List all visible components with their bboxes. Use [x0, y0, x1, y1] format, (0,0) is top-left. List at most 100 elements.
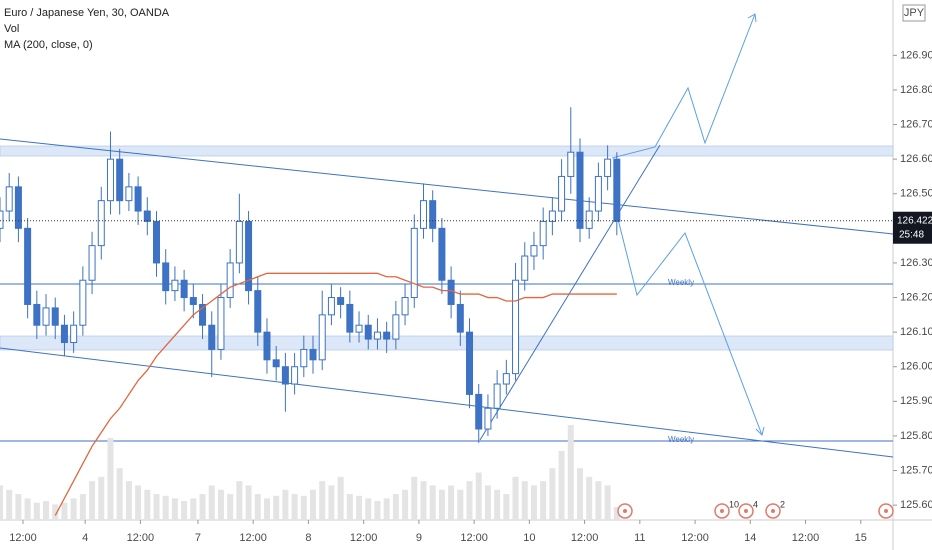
volume-bar [107, 437, 114, 520]
moving-average [54, 272, 617, 516]
indicator[interactable]: MA (200, close, 0) [4, 39, 93, 51]
y-tick-label: 126.800 [900, 84, 932, 96]
event-dot [720, 509, 724, 513]
volume-bar [337, 476, 344, 520]
volume-bar [33, 502, 40, 520]
volume-bar [411, 476, 418, 520]
candle-body [106, 158, 114, 202]
candle-body [567, 151, 575, 177]
volume-bar [144, 489, 151, 520]
y-tick-label: 126.000 [900, 361, 932, 373]
y-tick-label: 126.500 [900, 188, 932, 200]
candle-body [208, 324, 216, 350]
x-tick-label: 7 [195, 532, 201, 544]
volume-bar [604, 485, 611, 520]
x-tick-label: 12:00 [460, 532, 488, 544]
event-count: 10 [729, 499, 739, 509]
volume-bar [245, 485, 252, 520]
volume-bar [153, 494, 160, 520]
candle-body [5, 186, 13, 212]
volume-bar [448, 485, 455, 520]
candle-body [79, 279, 87, 326]
arrow-head [755, 426, 765, 436]
channel-line [0, 138, 894, 235]
volume-bar [6, 489, 13, 520]
volume-bar [236, 481, 243, 520]
candle-body [245, 220, 253, 292]
volume-bar [125, 481, 132, 520]
candle-body [337, 297, 345, 305]
arrow-head [747, 13, 757, 23]
candle-body [217, 297, 225, 350]
volume-bar [171, 498, 178, 520]
volume-bar [613, 507, 620, 520]
x-tick-label: 12:00 [127, 532, 155, 544]
x-tick-label: 8 [305, 532, 311, 544]
volume-bar [282, 489, 289, 520]
candle-body [419, 200, 427, 229]
volume-bar [89, 481, 96, 520]
y-tick-label: 126.700 [900, 118, 932, 130]
candle-body [447, 279, 455, 305]
volume-bar [0, 485, 3, 520]
volume-bar [328, 485, 335, 520]
candle-body [355, 324, 363, 333]
volume-bar [549, 468, 556, 520]
candle-body [548, 210, 556, 222]
candle-body [162, 262, 170, 292]
candle-body [594, 175, 602, 212]
x-tick-label: 9 [416, 532, 422, 544]
candle-body [171, 279, 179, 292]
volume-bar [530, 485, 537, 520]
volume-bar [208, 485, 215, 520]
candle-body [539, 220, 547, 247]
volume-bar [494, 489, 501, 520]
volume-bar [135, 485, 142, 520]
zone [0, 335, 894, 351]
candle-body [263, 331, 271, 361]
currency[interactable]: JPY [904, 7, 925, 19]
candle-body [530, 245, 538, 257]
volume-bar [512, 476, 519, 520]
candle-body [512, 279, 520, 375]
volume-bar [199, 494, 206, 520]
volume-bar [466, 481, 473, 520]
projection [616, 214, 763, 436]
y-tick-label: 126.600 [900, 153, 932, 165]
candle-body [199, 303, 207, 326]
candle-body [383, 331, 391, 340]
x-tick-label: 4 [82, 532, 88, 544]
candle-body [613, 158, 621, 222]
candle-body [134, 186, 142, 212]
x-tick-label: 12:00 [681, 532, 709, 544]
volume-bar [576, 468, 583, 520]
volume-bar [227, 494, 234, 520]
volume-bar [346, 494, 353, 520]
volume-bar [190, 498, 197, 520]
event-dot [771, 509, 775, 513]
candle-body [180, 279, 188, 299]
volume-bar [365, 498, 372, 520]
candle-body [309, 348, 317, 361]
candle-body [272, 359, 280, 368]
candle-body [429, 200, 437, 229]
candle-body [235, 220, 243, 264]
volume-bar [98, 476, 105, 520]
candle-body [392, 314, 400, 340]
volume-bar [503, 494, 510, 520]
volume-bar [52, 504, 59, 520]
volume-bar [24, 498, 31, 520]
currency-box[interactable] [902, 4, 926, 22]
candle-body [189, 297, 197, 305]
indicator[interactable]: Vol [4, 23, 19, 35]
y-tick-label: 125.900 [900, 395, 932, 407]
volume-bar [475, 472, 482, 520]
volume-bar [438, 489, 445, 520]
candle-body [327, 297, 335, 316]
candle-body [438, 227, 446, 281]
x-tick-label: 14 [744, 532, 756, 544]
volume-bar [162, 495, 169, 520]
volume-bar [567, 425, 574, 520]
drawings [0, 13, 894, 458]
